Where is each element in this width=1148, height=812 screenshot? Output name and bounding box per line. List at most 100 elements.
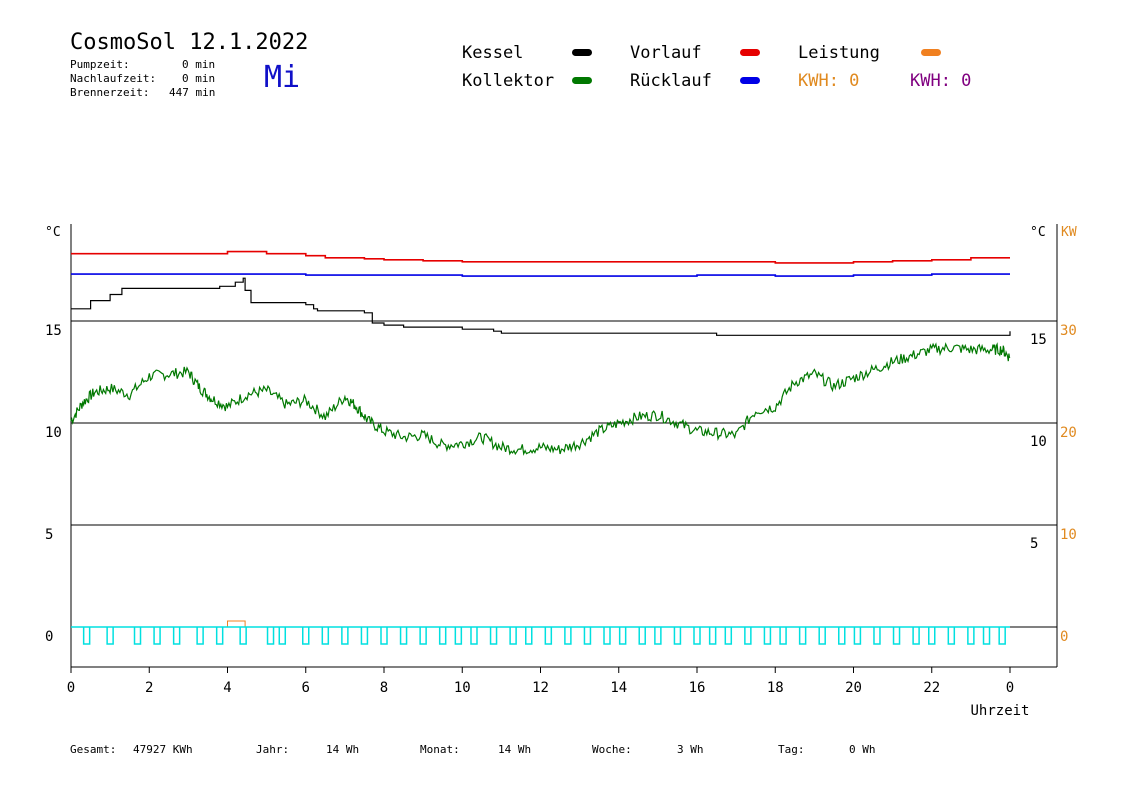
leistung-pulse <box>227 620 246 627</box>
pump-pulse-4 <box>172 627 181 645</box>
pump-pulse-42 <box>892 627 901 645</box>
pump-pulse-23 <box>544 627 553 645</box>
x-tick-label-6: 12 <box>532 680 549 696</box>
stat-label-pumpzeit: Pumpzeit: <box>70 58 130 71</box>
x-tick-label-10: 20 <box>845 680 862 696</box>
legend-kessel: Kessel <box>462 43 524 63</box>
pump-pulse-45 <box>947 627 956 645</box>
x-tick-label-2: 4 <box>223 680 231 696</box>
pump-pulse-8 <box>266 627 275 645</box>
pump-pulse-26 <box>603 627 611 645</box>
pump-pulse-24 <box>564 627 572 645</box>
pump-pulse-11 <box>321 627 330 645</box>
footer-woche-label: Woche: <box>592 743 632 756</box>
x-tick-label-3: 6 <box>302 680 310 696</box>
pump-pulse-34 <box>744 627 752 645</box>
pump-pulse-10 <box>302 627 310 645</box>
legend-swatch-kessel <box>572 49 592 56</box>
stat-value-nachlaufzeit: 0 min <box>182 72 216 85</box>
pump-pulse-29 <box>654 627 662 645</box>
x-tick-label-11: 22 <box>923 680 940 696</box>
pump-pulse-46 <box>967 627 975 645</box>
pump-pulse-25 <box>583 627 592 645</box>
weekday-label: Mi <box>264 60 301 95</box>
y-tick-right-15: 15 <box>1030 332 1047 348</box>
series-line-ruecklauf <box>71 273 1010 277</box>
pump-pulse-7 <box>239 627 247 645</box>
pump-pulse-43 <box>912 627 920 645</box>
pump-pulse-12 <box>341 627 349 645</box>
stat-label-brennerzeit: Brennerzeit: <box>70 86 150 99</box>
footer-monat-label: Monat: <box>420 743 460 756</box>
x-axis-label: Uhrzeit <box>970 703 1029 719</box>
pump-pulse-27 <box>618 627 627 645</box>
x-tick-label-4: 8 <box>380 680 388 696</box>
legend-kwh-purple: KWH: 0 <box>910 71 972 91</box>
pump-pulse-5 <box>196 627 204 645</box>
footer-gesamt-value: 47927 KWh <box>133 743 193 756</box>
footer-tag-value: 0 Wh <box>849 743 876 756</box>
pump-pulse-36 <box>779 627 787 645</box>
y-tick-right-5: 5 <box>1030 536 1038 552</box>
footer-monat-value: 14 Wh <box>498 743 532 756</box>
y-unit-right: °C <box>1030 225 1046 240</box>
legend-swatch-ruecklauf <box>740 77 760 84</box>
legend-leistung: Leistung <box>798 43 880 63</box>
series-line-vorlauf <box>71 250 1010 264</box>
chart-title: CosmoSol 12.1.2022 <box>70 30 309 55</box>
legend-ruecklauf: Rücklauf <box>630 71 712 91</box>
pump-pulse-14 <box>380 627 388 645</box>
y-tick-right-10: 10 <box>1030 434 1047 450</box>
pump-pulse-20 <box>489 627 498 645</box>
series-line-kessel <box>71 277 1011 336</box>
pump-pulse-33 <box>724 627 733 645</box>
y-tick-left-10: 10 <box>45 425 62 441</box>
stat-label-nachlaufzeit: Nachlaufzeit: <box>70 72 157 85</box>
pump-pulse-48 <box>998 627 1006 645</box>
pump-pulse-22 <box>525 627 533 645</box>
x-tick-label-7: 14 <box>610 680 627 696</box>
pump-pulse-39 <box>838 627 846 645</box>
y-tick-kw-20: 20 <box>1060 425 1077 441</box>
x-tick-label-9: 18 <box>767 680 784 696</box>
pump-pulse-30 <box>673 627 682 645</box>
footer-gesamt-label: Gesamt: <box>70 743 117 756</box>
x-tick-label-0: 0 <box>67 680 75 696</box>
pump-pulse-35 <box>763 627 772 645</box>
stat-value-pumpzeit: 0 min <box>182 58 216 71</box>
legend-kollektor: Kollektor <box>462 71 555 91</box>
pump-pulse-15 <box>399 627 408 645</box>
legend-vorlauf: Vorlauf <box>630 43 702 63</box>
pump-pulse-16 <box>419 627 427 645</box>
pump-pulse-19 <box>470 627 478 645</box>
pump-pulse-9 <box>278 627 287 645</box>
stat-value-brennerzeit: 447 min <box>169 86 216 99</box>
pump-pulse-6 <box>215 627 224 645</box>
pump-pulse-13 <box>360 627 369 645</box>
y-tick-left-0: 0 <box>45 629 53 645</box>
pump-pulse-47 <box>982 627 991 645</box>
y-tick-kw-30: 30 <box>1060 323 1077 339</box>
pump-pulse-31 <box>693 627 701 645</box>
footer-tag-label: Tag: <box>778 743 805 756</box>
pump-pulse-37 <box>798 627 807 645</box>
legend-swatch-vorlauf <box>740 49 760 56</box>
pump-pulse-28 <box>638 627 646 645</box>
footer-jahr-value: 14 Wh <box>326 743 360 756</box>
y-tick-left-15: 15 <box>45 323 62 339</box>
y-tick-left-5: 5 <box>45 527 53 543</box>
pump-pulse-17 <box>438 627 447 645</box>
x-tick-label-1: 2 <box>145 680 153 696</box>
y-unit-left: °C <box>45 225 61 240</box>
pump-pulse-1 <box>106 627 114 645</box>
y-unit-kw: KW <box>1061 225 1077 240</box>
legend-swatch-leistung <box>921 49 941 56</box>
y-tick-kw-0: 0 <box>1060 629 1068 645</box>
pump-pulse-2 <box>133 627 142 645</box>
x-tick-label-12: 0 <box>1006 680 1014 696</box>
pump-pulse-44 <box>928 627 936 645</box>
y-tick-kw-10: 10 <box>1060 527 1077 543</box>
pump-pulse-38 <box>818 627 826 645</box>
pump-pulse-21 <box>509 627 517 645</box>
